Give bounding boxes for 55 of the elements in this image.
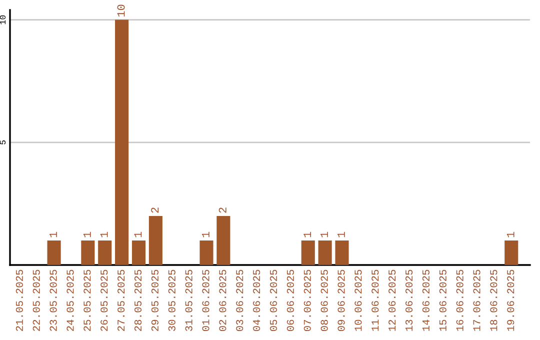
x-tick-label: 29.05.2025	[151, 270, 158, 331]
x-tick-label: 28.05.2025	[134, 270, 142, 331]
x-tick-label: 11.06.2025	[372, 270, 379, 331]
bar	[200, 240, 214, 265]
data-label: 1	[134, 232, 142, 238]
x-tick-label: 18.06.2025	[490, 270, 498, 331]
x-tick-label: 03.06.2025	[236, 270, 244, 332]
x-tick-label: 08.06.2025	[320, 270, 328, 332]
data-label: 1	[304, 232, 311, 238]
data-label: 1	[100, 232, 108, 238]
bar	[115, 20, 129, 265]
bar	[301, 240, 315, 265]
data-label: 1	[338, 232, 345, 238]
x-tick-label: 10.06.2025	[354, 270, 362, 331]
x-tick-label: 17.06.2025	[473, 270, 480, 331]
x-tick-label: 30.05.2025	[168, 270, 176, 332]
bar	[81, 240, 95, 265]
x-tick-label: 13.06.2025	[405, 270, 413, 331]
data-label: 10	[117, 4, 125, 17]
bar	[47, 240, 61, 265]
x-tick-label: 27.05.2025	[118, 270, 125, 331]
x-tick-label: 21.05.2025	[16, 270, 23, 331]
x-tick-label: 05.06.2025	[270, 270, 278, 332]
x-tick-label: 12.06.2025	[388, 270, 396, 331]
y-tick-label: 5	[0, 140, 6, 144]
x-tick-label: 22.05.2025	[32, 270, 40, 331]
bar	[318, 240, 332, 265]
x-tick-label: 16.06.2025	[456, 270, 464, 331]
x-tick-label: 31.05.2025	[185, 270, 192, 332]
data-label: 1	[83, 232, 91, 238]
data-label: 2	[151, 208, 159, 213]
bar	[216, 216, 230, 265]
x-tick-label: 25.05.2025	[84, 270, 91, 331]
bar	[504, 240, 518, 265]
data-label: 2	[218, 208, 226, 213]
x-tick-label: 06.06.2025	[286, 270, 294, 332]
bar	[98, 240, 112, 265]
x-tick-label: 23.05.2025	[50, 270, 57, 331]
data-label: 1	[320, 232, 328, 238]
data-label: 1	[202, 232, 210, 238]
bar	[132, 240, 146, 265]
bar	[148, 216, 162, 265]
x-tick-label: 14.06.2025	[422, 270, 430, 331]
x-tick-label: 02.06.2025	[219, 270, 226, 332]
x-tick-label: 04.06.2025	[253, 270, 260, 332]
x-tick-label: 09.06.2025	[338, 270, 345, 332]
x-tick-label: 26.05.2025	[100, 270, 108, 331]
x-tick-label: 24.05.2025	[66, 270, 74, 331]
data-label: 1	[506, 232, 514, 238]
x-tick-label: 07.06.2025	[304, 270, 311, 332]
x-tick-label: 01.06.2025	[202, 270, 210, 332]
x-tick-label: 19.06.2025	[507, 270, 514, 331]
bar	[335, 240, 349, 265]
data-label: 1	[50, 232, 57, 238]
x-tick-label: 15.06.2025	[439, 270, 446, 331]
